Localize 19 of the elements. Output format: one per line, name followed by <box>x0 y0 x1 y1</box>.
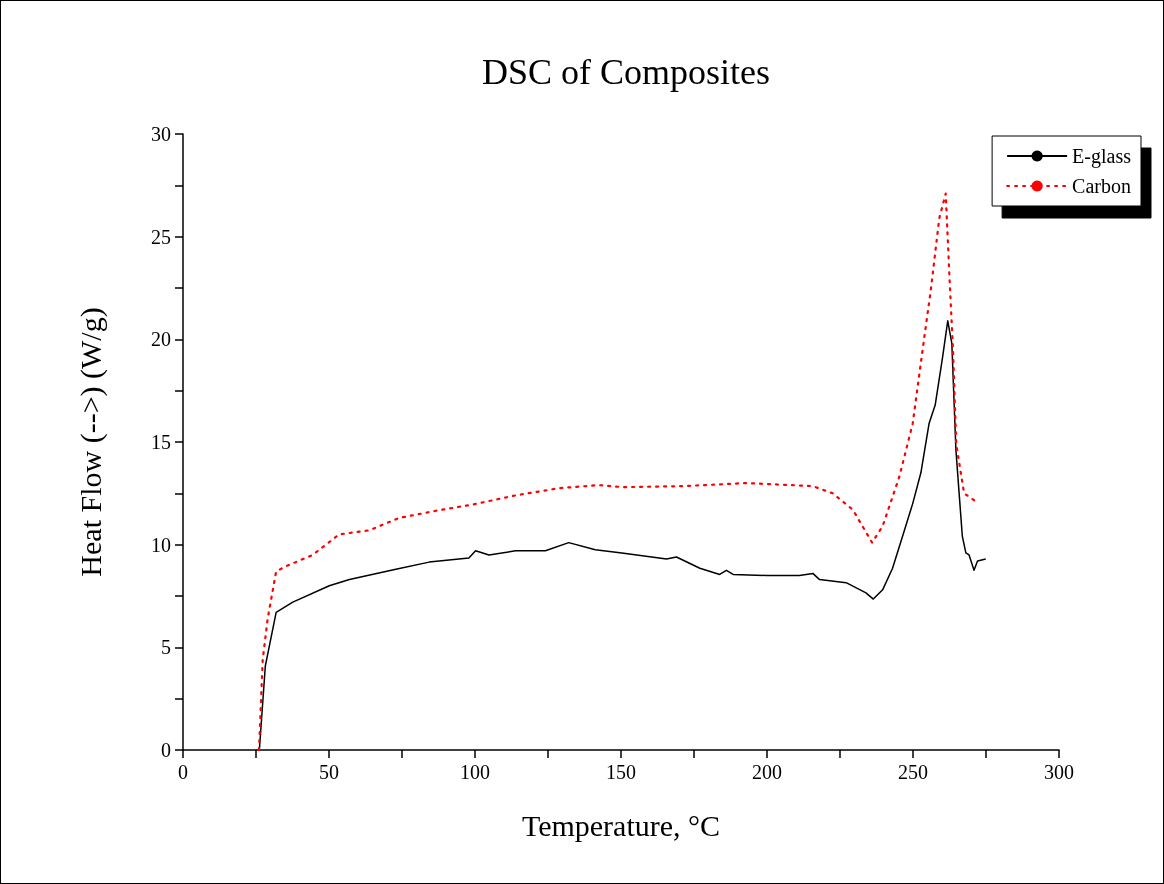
y-tick-label: 5 <box>161 636 171 659</box>
x-tick-label: 250 <box>898 761 928 783</box>
y-tick-label: 0 <box>161 739 171 761</box>
legend-label: E-glass <box>1072 145 1132 168</box>
x-tick-label: 100 <box>460 761 490 783</box>
x-tick-label: 150 <box>606 761 636 783</box>
x-tick-label: 300 <box>1044 761 1074 783</box>
x-tick-label: 0 <box>178 761 188 783</box>
y-axis-title: Heat Flow (-->) (W/g) <box>73 307 108 577</box>
y-tick-label: 30 <box>151 123 171 145</box>
y-tick-label: 10 <box>151 533 171 556</box>
y-tick-label: 20 <box>151 328 171 351</box>
y-tick-label: 15 <box>151 431 171 453</box>
legend-label: Carbon <box>1072 175 1132 197</box>
y-tick-label: 25 <box>151 225 171 248</box>
x-axis-title: Temperature, °C <box>521 808 721 842</box>
x-tick-label: 200 <box>752 761 782 783</box>
chart-title: DSC of Composites <box>481 52 771 92</box>
x-tick-label: 50 <box>319 761 339 783</box>
